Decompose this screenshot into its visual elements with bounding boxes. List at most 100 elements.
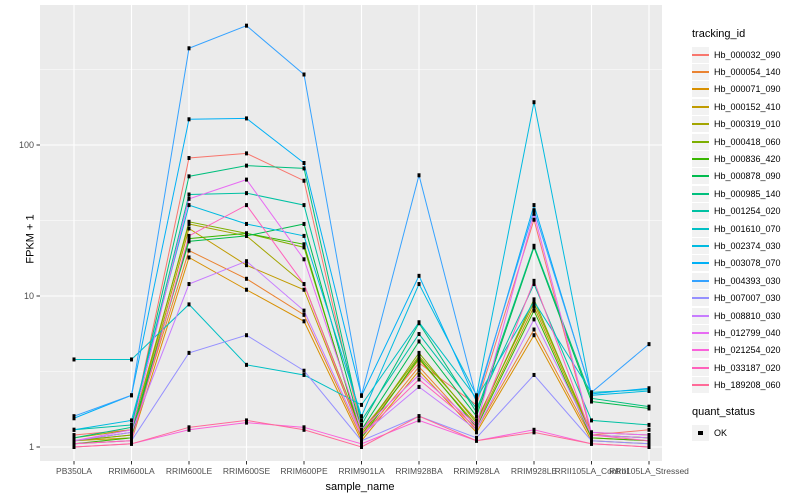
data-point-marker	[647, 438, 651, 443]
legend-key-line-icon	[692, 220, 709, 237]
legend-key-line-icon	[692, 81, 709, 98]
data-point-marker	[532, 208, 536, 213]
data-point-marker	[245, 420, 248, 425]
data-point-marker	[475, 418, 478, 423]
data-point-marker	[302, 221, 306, 226]
legend-item-label: Hb_002374_030	[714, 240, 781, 251]
legend-item: Hb_000418_060	[692, 133, 798, 150]
legend-item-label: Hb_000152_410	[714, 101, 781, 112]
legend-key-line-icon	[692, 185, 709, 202]
legend-item-label: Hb_012799_040	[714, 327, 781, 338]
data-point-marker	[302, 427, 306, 432]
legend-key-line-icon	[692, 255, 709, 272]
data-point-marker	[187, 221, 191, 226]
data-point-marker	[647, 404, 651, 409]
data-point-marker	[187, 174, 191, 179]
data-point-marker	[360, 414, 363, 419]
legend-item: Hb_007007_030	[692, 289, 798, 307]
data-point-marker	[130, 438, 133, 443]
data-point-marker	[360, 438, 363, 443]
data-point-marker	[417, 350, 421, 355]
data-point-marker	[302, 178, 306, 183]
data-point-marker	[532, 372, 536, 377]
y-tick-label: 100	[19, 140, 34, 150]
data-point-marker	[130, 425, 133, 430]
x-tick-label: RRIM600SE	[223, 466, 271, 476]
data-point-marker	[532, 243, 536, 248]
data-point-marker	[417, 418, 421, 423]
data-point-marker	[475, 430, 478, 435]
legend-key-line-icon	[692, 324, 709, 341]
data-point-marker	[187, 248, 191, 253]
legend-title-tracking-id: tracking_id	[692, 28, 746, 40]
data-point-marker	[532, 203, 536, 208]
data-point-marker	[245, 23, 248, 28]
data-point-marker	[417, 360, 421, 365]
legend-item: Hb_000319_010	[692, 116, 798, 133]
data-point-marker	[245, 333, 248, 338]
data-point-marker	[475, 420, 478, 425]
legend-item: Hb_000071_090	[692, 81, 798, 98]
data-point-marker	[302, 245, 306, 250]
legend-panel: tracking_id Hb_000032_090 Hb_000054_140 Hb…	[692, 28, 798, 441]
data-point-marker	[245, 418, 248, 423]
y-tick-label: 1	[29, 442, 34, 452]
data-point-marker	[475, 393, 478, 398]
data-point-marker	[417, 355, 421, 360]
legend-key-line-icon	[692, 46, 709, 63]
legend-key-line-icon	[692, 64, 709, 81]
data-point-marker	[532, 100, 536, 105]
legend-item-label: Hb_189208_060	[714, 380, 781, 391]
data-point-marker	[72, 445, 76, 449]
data-point-marker	[130, 435, 133, 440]
data-point-marker	[72, 438, 76, 443]
data-point-marker	[245, 231, 248, 236]
data-point-marker	[245, 116, 248, 121]
data-point-marker	[302, 425, 306, 430]
data-point-marker	[130, 427, 133, 432]
data-point-marker	[245, 221, 248, 226]
x-tick-label: RRII105LA_Control	[555, 466, 629, 476]
data-point-marker	[72, 414, 76, 419]
data-point-marker	[360, 418, 363, 423]
legend-key-line-icon	[692, 290, 709, 307]
data-point-marker	[245, 276, 248, 281]
legend-key-line-icon	[692, 203, 709, 220]
legend-item: Hb_189208_060	[692, 376, 798, 394]
legend-item: Hb_000836_420	[692, 150, 798, 168]
legend-key-line-icon	[692, 151, 709, 168]
data-point-marker	[72, 427, 76, 432]
data-point-marker	[360, 393, 363, 398]
data-point-marker	[647, 386, 651, 391]
data-point-marker	[590, 438, 593, 443]
data-point-marker	[532, 317, 536, 322]
data-point-marker	[245, 259, 248, 264]
data-point-marker	[72, 416, 76, 421]
legend-key-line-icon	[692, 133, 709, 150]
x-tick-label: RRIM928LE	[511, 466, 558, 476]
data-point-marker	[360, 422, 363, 427]
data-point-marker	[72, 435, 76, 440]
legend-key-line-icon	[692, 237, 709, 254]
data-point-marker	[647, 342, 651, 347]
legend-title-quant-status: quant_status	[692, 405, 755, 418]
data-point-marker	[475, 425, 478, 430]
data-point-marker	[532, 427, 536, 432]
data-point-marker	[130, 430, 133, 435]
data-point-marker	[302, 160, 306, 165]
legend-quant-status-block: quant_status OK	[692, 406, 798, 441]
data-point-marker	[590, 390, 593, 395]
legend-item-label: Hb_008810_030	[714, 310, 781, 321]
data-point-marker	[532, 297, 536, 302]
data-point-marker	[475, 427, 478, 432]
legend-item-label: Hb_000878_090	[714, 171, 781, 182]
data-point-marker	[417, 282, 421, 287]
data-point-marker	[475, 399, 478, 404]
data-point-marker	[360, 435, 363, 440]
legend-key-line-icon	[692, 307, 709, 324]
data-point-marker	[532, 304, 536, 309]
legend-item: Hb_004393_030	[692, 272, 798, 289]
data-point-marker	[245, 233, 248, 238]
data-point-marker	[187, 192, 191, 197]
data-point-marker	[187, 282, 191, 287]
